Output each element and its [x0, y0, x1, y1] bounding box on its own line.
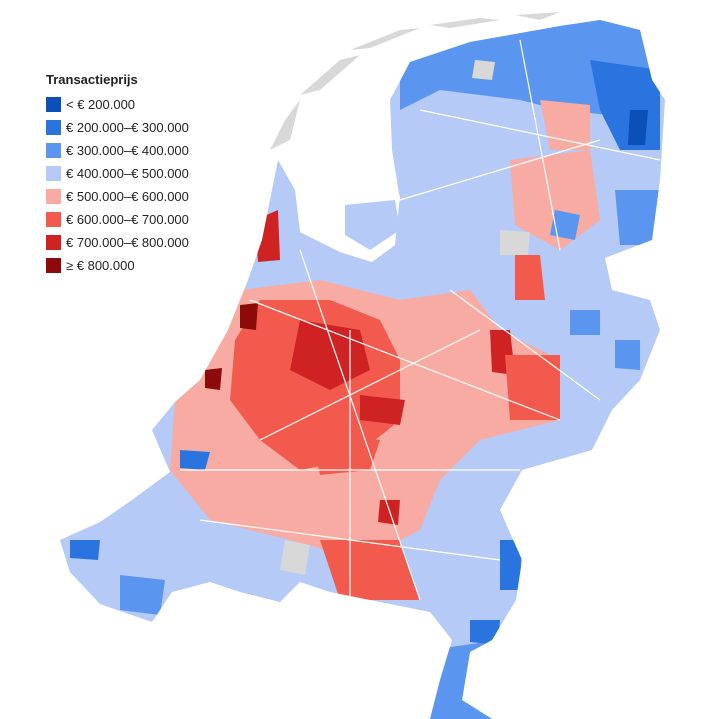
- legend-label: ≥ € 800.000: [66, 258, 135, 273]
- legend-label: < € 200.000: [66, 97, 136, 112]
- legend-item: € 700.000–€ 800.000: [46, 231, 189, 254]
- legend-items: < € 200.000 € 200.000–€ 300.000 € 300.000–…: [46, 93, 189, 277]
- legend-swatch: [46, 120, 61, 135]
- legend-label: € 600.000–€ 700.000: [66, 212, 189, 227]
- legend: Transactieprijs < € 200.000 € 200.000–€ 3…: [46, 72, 189, 277]
- legend-item: € 600.000–€ 700.000: [46, 208, 189, 231]
- legend-item: ≥ € 800.000: [46, 254, 189, 277]
- legend-label: € 500.000–€ 600.000: [66, 189, 189, 204]
- legend-item: € 300.000–€ 400.000: [46, 139, 189, 162]
- legend-swatch: [46, 143, 61, 158]
- legend-swatch: [46, 189, 61, 204]
- legend-swatch: [46, 166, 61, 181]
- legend-swatch: [46, 212, 61, 227]
- legend-item: € 400.000–€ 500.000: [46, 162, 189, 185]
- legend-swatch: [46, 258, 61, 273]
- legend-title: Transactieprijs: [46, 72, 138, 87]
- legend-label: € 700.000–€ 800.000: [66, 235, 189, 250]
- legend-label: € 400.000–€ 500.000: [66, 166, 189, 181]
- legend-swatch: [46, 97, 61, 112]
- legend-item: € 500.000–€ 600.000: [46, 185, 189, 208]
- flevoland: [345, 200, 400, 250]
- legend-swatch: [46, 235, 61, 250]
- legend-item: < € 200.000: [46, 93, 189, 116]
- legend-label: € 300.000–€ 400.000: [66, 143, 189, 158]
- legend-label: € 200.000–€ 300.000: [66, 120, 189, 135]
- islands: [270, 12, 560, 150]
- legend-item: € 200.000–€ 300.000: [46, 116, 189, 139]
